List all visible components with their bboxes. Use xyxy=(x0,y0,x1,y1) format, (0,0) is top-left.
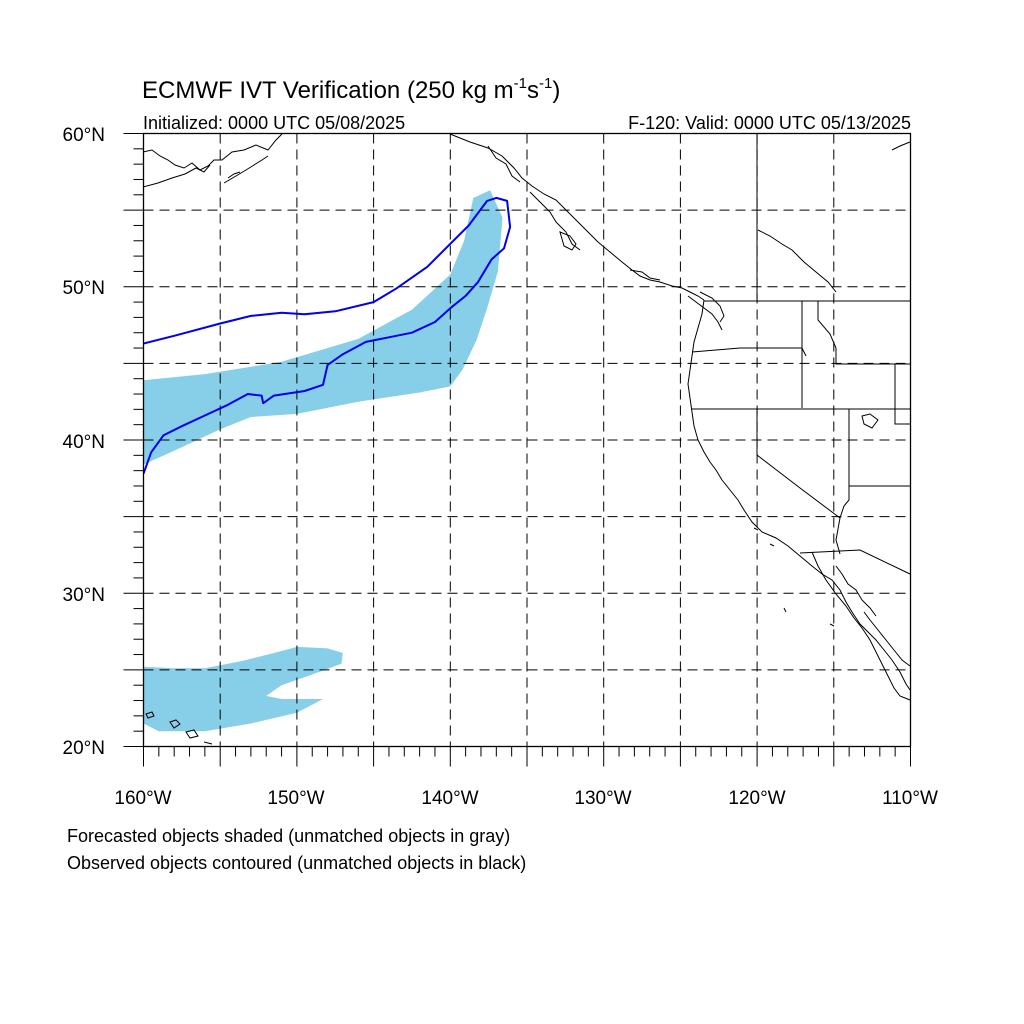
forecast-object-fc-1 xyxy=(143,190,503,465)
lat-label-40: 40°N xyxy=(63,432,105,453)
coastline xyxy=(143,133,911,745)
lat-label-30: 30°N xyxy=(63,585,105,606)
lon-label-150w: 150°W xyxy=(267,788,324,809)
observed-contour-obs-1 xyxy=(143,196,512,475)
map-title-suffix: ) xyxy=(552,77,560,104)
observed-contours xyxy=(143,196,512,475)
map-title-prefix: ECMWF IVT Verification (250 kg m xyxy=(142,77,514,104)
subtitle-initialized: Initialized: 0000 UTC 05/08/2025 xyxy=(143,113,405,133)
latitude-labels: 20°N 30°N 40°N 50°N 60°N xyxy=(63,125,105,759)
map-title-sup1: -1 xyxy=(514,75,527,92)
axis-ticks xyxy=(123,133,911,767)
lat-label-50: 50°N xyxy=(63,278,105,299)
footnote-forecast: Forecasted objects shaded (unmatched obj… xyxy=(67,826,511,846)
graticule xyxy=(143,133,911,747)
subtitle-valid: F-120: Valid: 0000 UTC 05/13/2025 xyxy=(628,113,911,133)
forecast-object-fc-2 xyxy=(143,646,343,732)
lat-label-60: 60°N xyxy=(63,125,105,146)
lat-label-20: 20°N xyxy=(63,738,105,759)
lon-label-130w: 130°W xyxy=(574,788,631,809)
forecast-objects xyxy=(143,190,503,732)
footnote-observed: Observed objects contoured (unmatched ob… xyxy=(67,853,527,873)
map-title-mid: s xyxy=(527,77,539,104)
lon-label-120w: 120°W xyxy=(728,788,785,809)
map-title: ECMWF IVT Verification (250 kg m-1s-1) xyxy=(142,75,560,104)
longitude-labels: 160°W 150°W 140°W 130°W 120°W 110°W xyxy=(114,788,938,809)
lon-label-140w: 140°W xyxy=(421,788,478,809)
lon-label-110w: 110°W xyxy=(882,788,938,809)
political-borders xyxy=(691,133,911,575)
map-title-sup2: -1 xyxy=(539,75,552,92)
lon-label-160w: 160°W xyxy=(114,788,171,809)
